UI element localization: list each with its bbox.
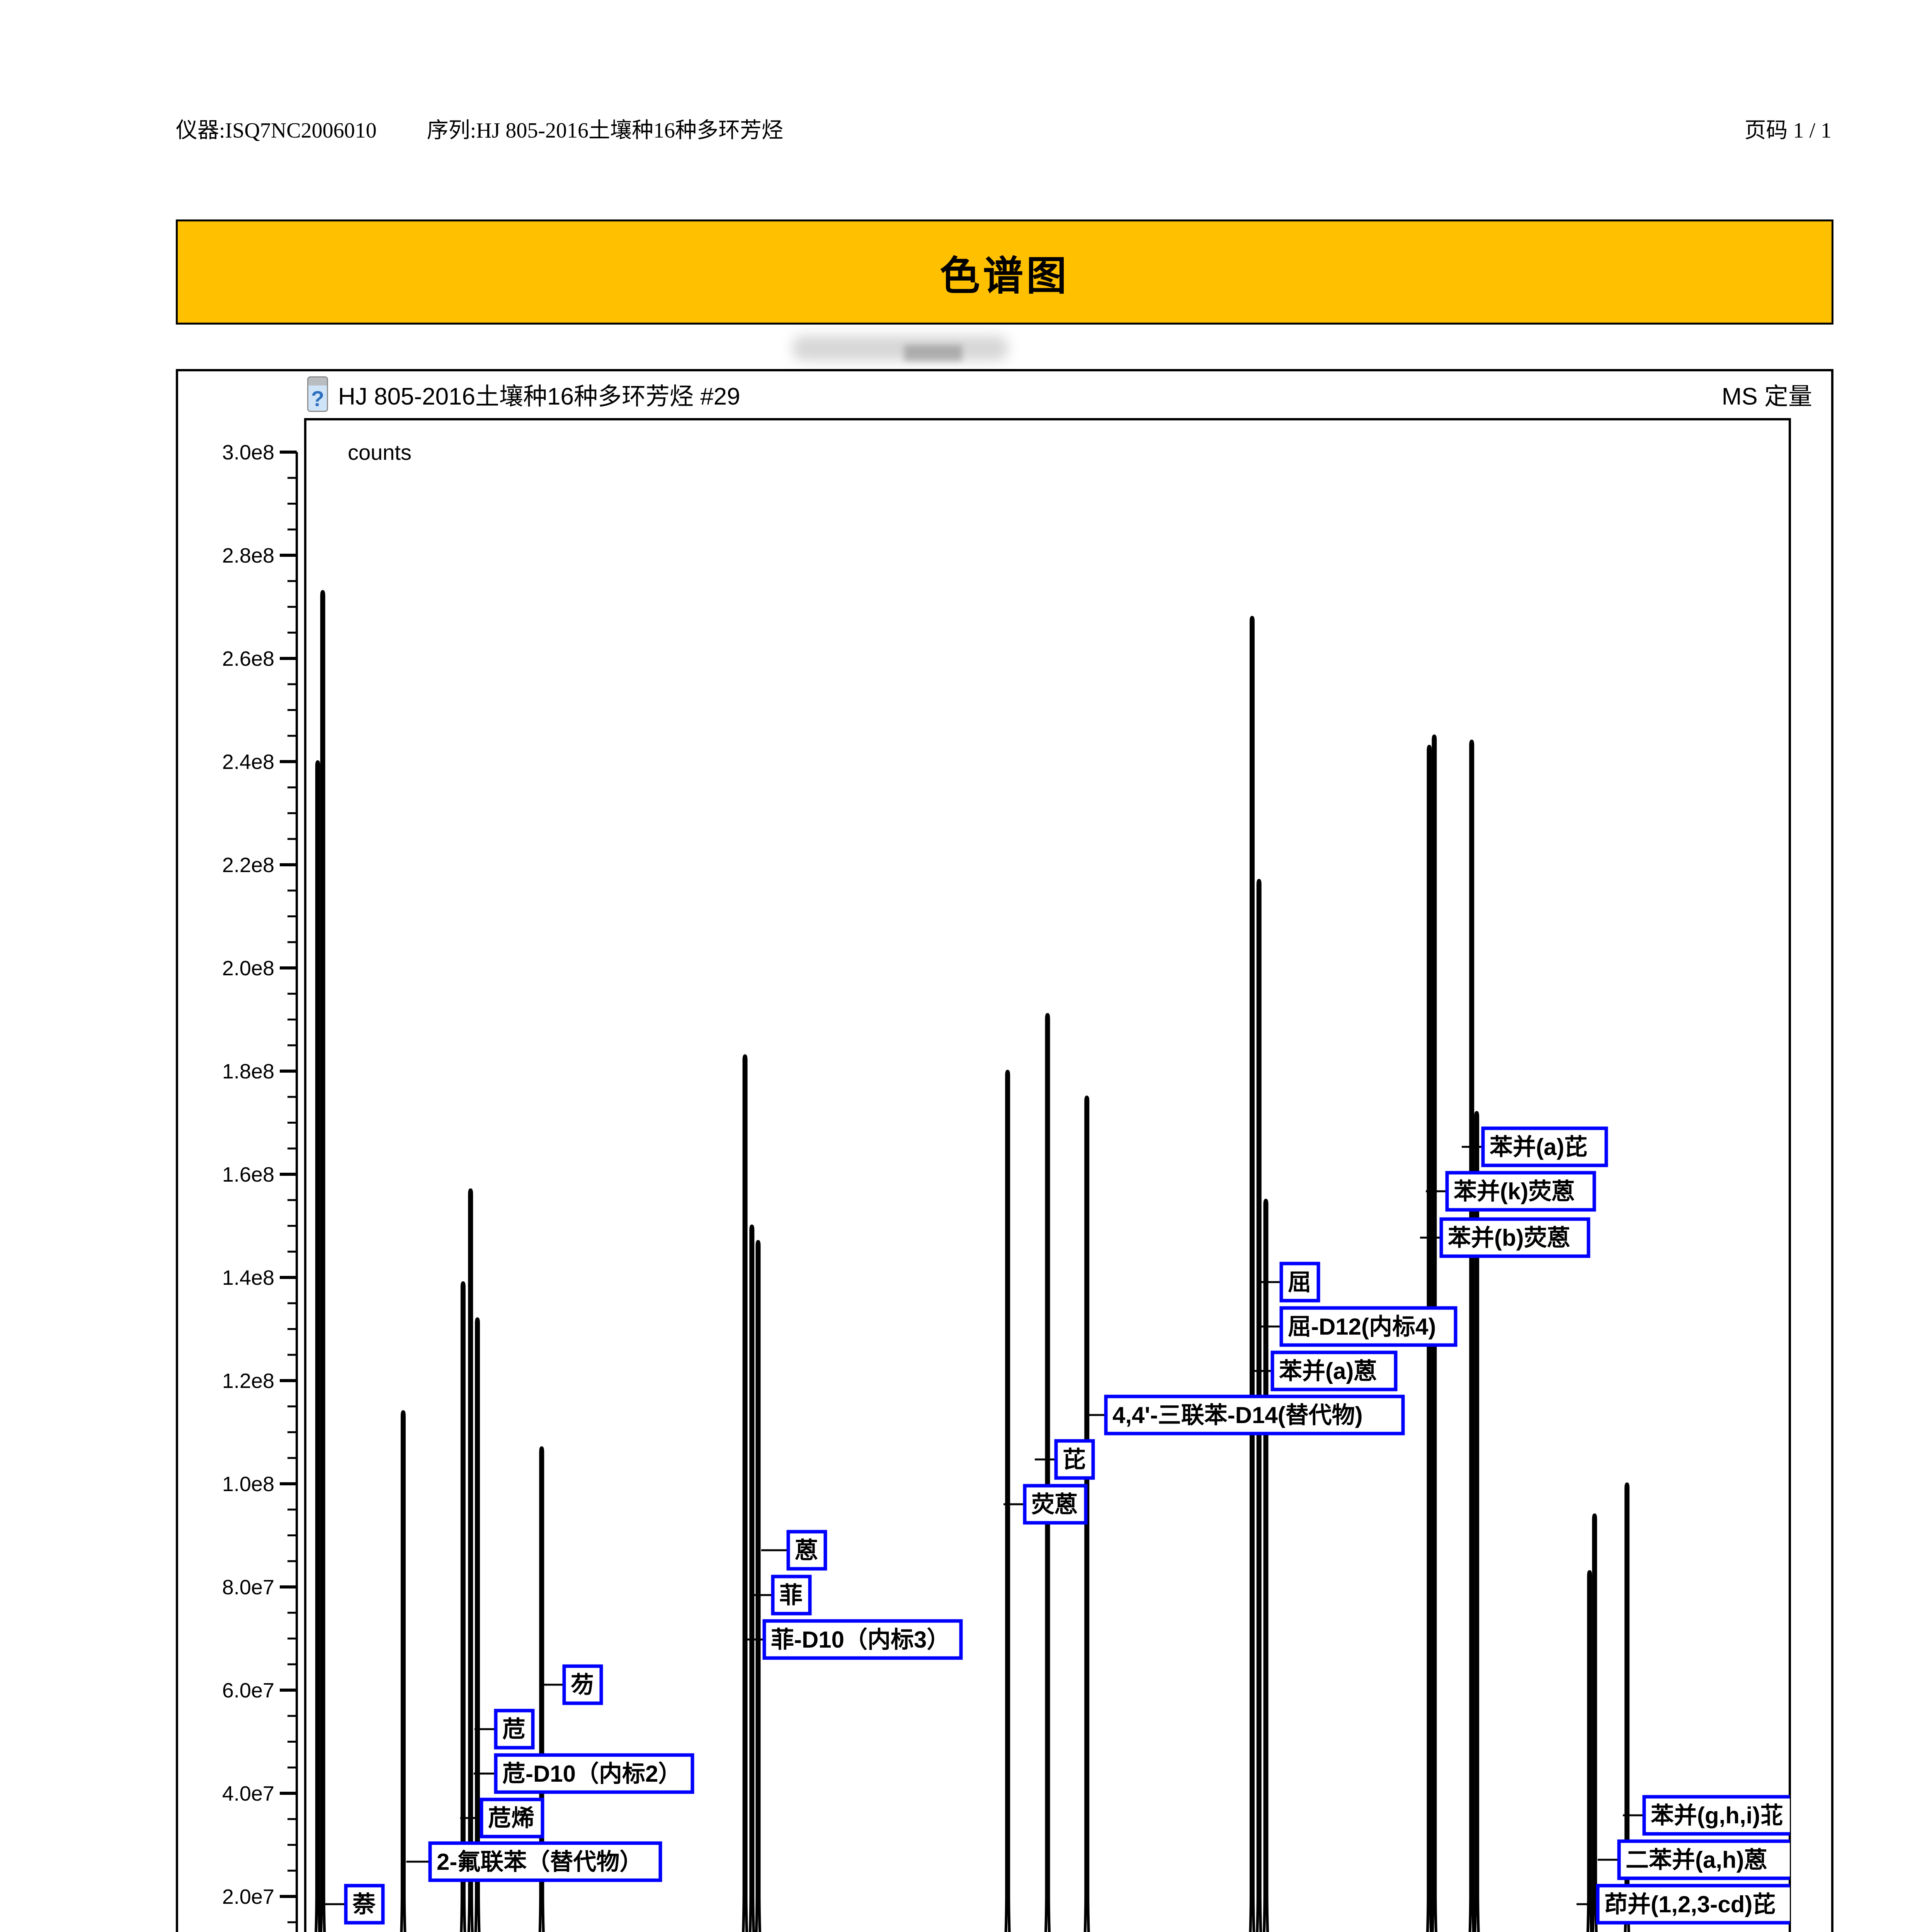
svg-text:苯并(g,h,i)苝: 苯并(g,h,i)苝: [1651, 1803, 1783, 1828]
peak-labels: 萘-D8（内标1）萘2-氟联苯（替代物）苊烯苊-D10（内标2）苊芴菲-D10（…: [344, 1126, 1790, 1925]
y-tick-label: 1.8e8: [222, 1060, 274, 1083]
chart-mode-label: MS 定量: [1721, 383, 1812, 410]
peak-trace-benzo-a-pyrene: [1468, 740, 1475, 1932]
peak-trace-acenaphthene: [474, 1317, 481, 1932]
peak-trace-chrysene-d12: [1256, 879, 1262, 1932]
y-tick-label: 1.4e8: [222, 1266, 274, 1289]
y-axis: 3.0e8 2.8e8 2.6e8 2.4e8 2.2e8 2.0e8 1.8e8 1.6e8…: [222, 441, 298, 1932]
peak-trace-dibenz-ah-anthracene: [1591, 1513, 1598, 1932]
svg-text:屈-D12(内标4): 屈-D12(内标4): [1288, 1314, 1436, 1340]
chart-title-row: ? HJ 805-2016土壤种16种多环芳烃 #29: [307, 374, 740, 414]
peak-trace-acenaphthylene: [460, 1281, 466, 1932]
peak-trace-benzo-k-fluoranthene: [1431, 734, 1437, 1932]
peak-trace-benz-a-anthracene: [1249, 616, 1255, 1932]
peak-label-anthracene: 蒽: [786, 1530, 827, 1571]
svg-text:2-氟联苯（替代物）: 2-氟联苯（替代物）: [437, 1849, 643, 1875]
vial-question-icon: ?: [307, 376, 328, 412]
peak-label-terphenyl-d14: 4,4'-三联苯-D14(替代物): [1104, 1395, 1405, 1435]
peak-trace-naphthalene-d8: [315, 760, 321, 1932]
svg-text:屈: 屈: [1288, 1269, 1311, 1295]
peak-label-fluoranthene: 荧蒽: [1023, 1484, 1088, 1525]
peak-trace-pyrene: [1044, 1013, 1051, 1932]
y-axis-unit: counts: [348, 440, 412, 464]
peak-trace-phenanthrene: [748, 1225, 755, 1932]
page-header: 仪器:ISQ7NC2006010 序列:HJ 805-2016土壤种16种多环芳…: [176, 113, 1832, 144]
y-tick-label: 2.6e8: [222, 647, 274, 670]
y-tick-label: 2.0e8: [222, 957, 274, 980]
y-tick-label: 1.0e8: [222, 1473, 274, 1496]
y-tick-label: 6.0e7: [222, 1679, 274, 1702]
page-number: 页码 1 / 1: [1744, 119, 1832, 143]
chart-title: HJ 805-2016土壤种16种多环芳烃 #29: [338, 383, 740, 410]
peak-trace-perylene-d12: [1473, 1111, 1480, 1932]
y-tick-label: 2.4e8: [222, 750, 274, 774]
peak-trace-indeno-123cd-pyrene: [1586, 1570, 1593, 1932]
y-tick-label: 2.0e7: [222, 1885, 274, 1908]
peak-label-naphthalene: 萘: [344, 1884, 385, 1925]
svg-text:芴: 芴: [571, 1672, 594, 1698]
plot-box: [304, 418, 1791, 1932]
peak-trace-acenaphthene-d10: [467, 1188, 474, 1932]
peak-label-benzo-a-pyrene: 苯并(a)芘: [1481, 1126, 1608, 1167]
peak-trace-chrysene: [1262, 1199, 1269, 1932]
svg-text:荧蒽: 荧蒽: [1031, 1492, 1078, 1517]
peak-label-fluorene: 芴: [562, 1664, 603, 1705]
svg-text:蒽: 蒽: [795, 1537, 818, 1563]
peak-label-acenaphthylene: 苊烯: [480, 1798, 544, 1838]
svg-text:萘: 萘: [352, 1891, 376, 1917]
peak-label-phenanthrene-d10: 菲-D10（内标3）: [762, 1619, 963, 1660]
svg-text:菲-D10（内标3）: 菲-D10（内标3）: [771, 1627, 950, 1653]
peak-label-benzo-b-fluoranthene: 苯并(b)荧蒽: [1439, 1217, 1590, 1258]
svg-text:苊: 苊: [502, 1716, 526, 1742]
peak-label-benzo-k-fluoranthene: 苯并(k)荧蒽: [1445, 1171, 1596, 1212]
peak-label-acenaphthene-d10: 苊-D10（内标2）: [494, 1753, 694, 1794]
y-tick-label: 4.0e7: [222, 1782, 274, 1805]
peak-trace-fluoranthene: [1004, 1070, 1011, 1932]
y-tick-label: 8.0e7: [222, 1576, 274, 1599]
peak-trace-2-fluorobiphenyl: [400, 1410, 406, 1932]
svg-text:苯并(a)芘: 苯并(a)芘: [1490, 1134, 1587, 1160]
y-tick-label: 1.6e8: [222, 1163, 274, 1186]
scan-artifact-2: [904, 345, 962, 361]
peak-trace-fluorene: [538, 1446, 545, 1932]
svg-text:茚并(1,2,3-cd)芘: 茚并(1,2,3-cd)芘: [1604, 1891, 1776, 1917]
svg-text:菲: 菲: [779, 1582, 803, 1608]
svg-text:二苯并(a,h)蒽: 二苯并(a,h)蒽: [1626, 1847, 1767, 1873]
peak-label-phenanthrene: 菲: [771, 1575, 812, 1616]
peak-label-dibenz-ah-anthracene: 二苯并(a,h)蒽: [1617, 1839, 1790, 1880]
svg-text:苯并(b)荧蒽: 苯并(b)荧蒽: [1448, 1225, 1570, 1251]
peak-trace-phenanthrene-d10: [742, 1054, 748, 1932]
peak-trace-anthracene: [755, 1240, 762, 1932]
banner-title: 色谱图: [939, 254, 1070, 299]
peak-label-chrysene-d12: 屈-D12(内标4): [1279, 1306, 1458, 1347]
svg-text:苊-D10（内标2）: 苊-D10（内标2）: [502, 1761, 681, 1787]
peak-label-acenaphthene: 苊: [494, 1709, 535, 1750]
svg-text:芘: 芘: [1063, 1447, 1086, 1473]
peak-label-chrysene: 屈: [1279, 1262, 1320, 1303]
y-tick-label: 1.2e8: [222, 1369, 274, 1393]
peak-label-pyrene: 芘: [1054, 1439, 1095, 1480]
sequence-label: 序列:HJ 805-2016土壤种16种多环芳烃: [427, 119, 784, 143]
instrument-label: 仪器:ISQ7NC2006010: [176, 119, 377, 143]
svg-text:苯并(k)荧蒽: 苯并(k)荧蒽: [1454, 1179, 1575, 1204]
y-tick-label: 2.8e8: [222, 544, 274, 567]
peak-trace-terphenyl-d14: [1083, 1095, 1090, 1932]
svg-text:苊烯: 苊烯: [488, 1805, 534, 1831]
trace: [315, 590, 1630, 1932]
y-tick-label: 3.0e8: [222, 441, 274, 464]
peak-label-benzo-ghi-perylene: 苯并(g,h,i)苝: [1642, 1795, 1790, 1836]
banner: 色谱图: [176, 219, 1833, 325]
peak-label-benz-a-anthracene: 苯并(a)蒽: [1270, 1350, 1398, 1391]
peak-label-2-fluorobiphenyl: 2-氟联苯（替代物）: [428, 1841, 662, 1882]
scan-artifact: [792, 335, 1009, 361]
peak-trace-naphthalene: [320, 590, 326, 1932]
peak-trace-benzo-b-fluoranthene: [1426, 745, 1433, 1932]
svg-text:苯并(a)蒽: 苯并(a)蒽: [1279, 1358, 1377, 1384]
peak-label-indeno-123cd-pyrene: 茚并(1,2,3-cd)芘: [1596, 1884, 1790, 1925]
y-tick-label: 2.2e8: [222, 854, 274, 877]
svg-text:4,4'-三联苯-D14(替代物): 4,4'-三联苯-D14(替代物): [1112, 1402, 1363, 1428]
peak-trace-benzo-ghi-perylene: [1624, 1482, 1630, 1932]
